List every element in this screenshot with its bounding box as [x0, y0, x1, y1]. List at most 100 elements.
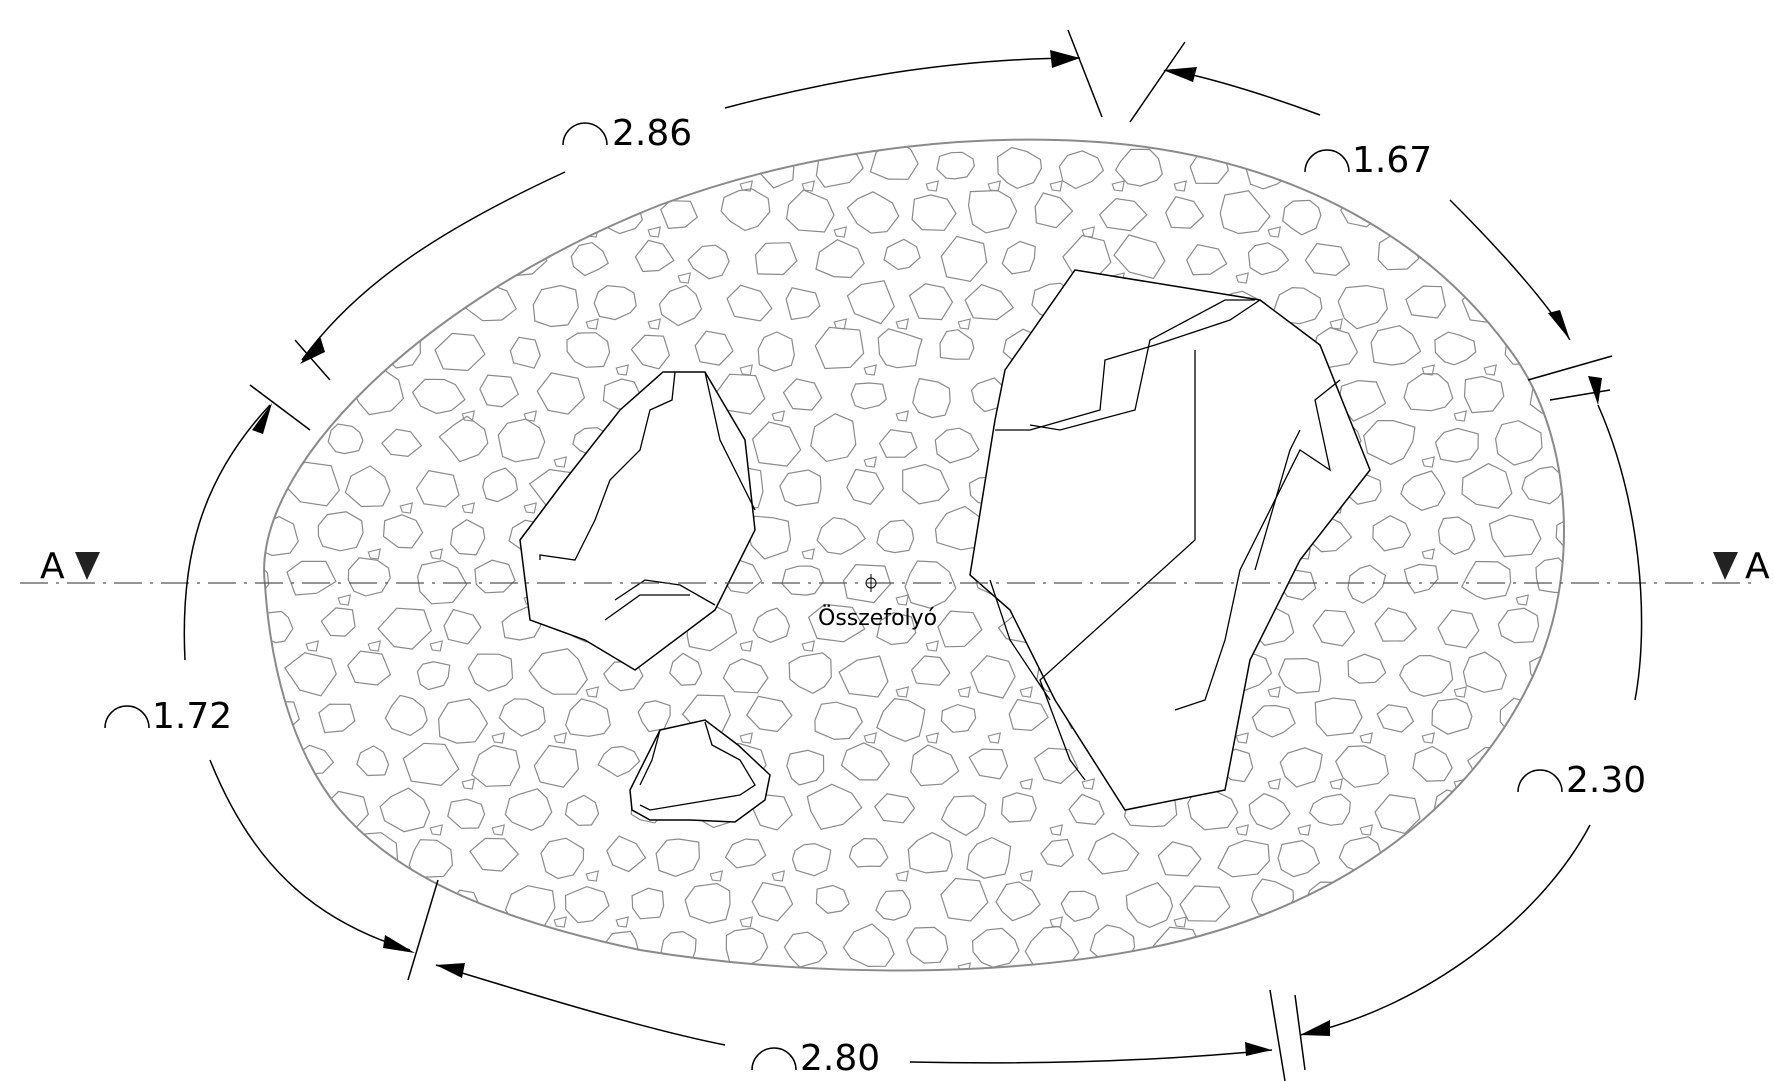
stone-chip — [925, 640, 939, 652]
stone-shape — [1404, 103, 1441, 131]
stone-chip — [491, 272, 505, 284]
stone-shape — [1374, 794, 1421, 835]
stone-shape — [509, 336, 541, 369]
stone-shape — [1028, 139, 1084, 141]
stone-shape — [402, 742, 460, 787]
stone-shape — [1279, 747, 1323, 788]
stone-shape — [693, 978, 733, 1016]
stone-chip — [895, 686, 909, 698]
stone-shape — [264, 515, 299, 557]
stone-shape — [1001, 240, 1036, 275]
stone-shape — [1561, 238, 1564, 284]
stone-chip — [367, 916, 381, 928]
stone-chip — [615, 916, 629, 928]
stone-shape — [470, 139, 518, 148]
dimension-label-top-right: 1.67 — [1304, 140, 1432, 181]
stone-shape — [380, 428, 423, 458]
stone-shape — [1376, 704, 1415, 733]
stone-chip — [1608, 733, 1620, 743]
stone-shape — [226, 102, 266, 136]
stone-shape — [1488, 144, 1537, 186]
stone-shape — [1374, 975, 1410, 1011]
stone-shape — [684, 882, 731, 924]
stone-chip — [863, 364, 877, 376]
stone-shape — [1437, 609, 1480, 649]
stone-chip — [1081, 226, 1095, 238]
stone-shape — [318, 703, 356, 734]
stone-shape — [1560, 425, 1564, 459]
stone-shape — [295, 285, 333, 318]
stone-shape — [288, 197, 333, 236]
stone-shape — [810, 413, 857, 463]
stone-shape — [482, 467, 519, 503]
stone-shape — [284, 461, 340, 507]
dimension-left — [183, 403, 439, 981]
stone-chip — [771, 410, 785, 422]
stone-chip — [1019, 778, 1033, 790]
stone-fill-pattern — [226, 102, 1620, 1016]
stone-shape — [1437, 516, 1476, 555]
stone-shape — [1403, 563, 1439, 594]
stone-chip — [429, 180, 443, 192]
stone-shape — [376, 240, 420, 280]
arc-length-symbol-icon — [1304, 149, 1350, 173]
stone-shape — [660, 930, 697, 969]
stone-shape — [1000, 792, 1037, 823]
stone-shape — [438, 415, 489, 463]
stone-shape — [816, 517, 867, 555]
stone-shape — [495, 144, 555, 185]
stone-chip — [585, 318, 599, 330]
stone-chip — [1359, 732, 1373, 744]
svg-text:A: A — [40, 546, 65, 587]
stone-shape — [846, 280, 895, 325]
stone-shape — [323, 333, 361, 365]
stone-chip — [1578, 503, 1590, 513]
stone-shape — [320, 607, 356, 637]
stone-shape — [998, 972, 1048, 1014]
stone-shape — [354, 287, 393, 319]
stone-shape — [1247, 242, 1290, 276]
stone-shape — [1474, 837, 1511, 871]
stone-shape — [266, 242, 300, 273]
stone-shape — [347, 185, 399, 233]
stone-shape — [1347, 564, 1387, 604]
stone-chip — [553, 180, 567, 192]
open-region-small — [629, 719, 771, 823]
stone-shape — [533, 744, 580, 788]
stone-shape — [1434, 241, 1475, 273]
stone-shape — [474, 559, 516, 594]
stone-shape — [1024, 925, 1080, 971]
stone-shape — [1165, 196, 1205, 229]
stone-shape — [1089, 924, 1136, 969]
stone-chip — [1608, 365, 1620, 375]
stone-shape — [751, 421, 802, 467]
stone-shape — [912, 377, 951, 419]
stone-shape — [1565, 699, 1602, 732]
stone-shape — [1279, 923, 1326, 968]
stone-shape — [631, 887, 665, 920]
stone-shape — [1217, 839, 1271, 878]
stone-shape — [1058, 150, 1105, 190]
stone-shape — [910, 655, 951, 686]
stone-chip — [585, 870, 599, 882]
stone-shape — [498, 698, 546, 737]
stone-chip — [1483, 364, 1497, 376]
stone-chip — [1453, 410, 1467, 422]
stone-chip — [647, 226, 661, 238]
stone-shape — [911, 194, 957, 231]
stone-shape — [908, 283, 954, 321]
stone-shape — [1431, 698, 1473, 735]
stone-shape — [940, 877, 989, 922]
center-label: Összefolyó — [818, 605, 937, 631]
stone-shape — [842, 563, 892, 604]
stone-chip — [1359, 824, 1373, 836]
stone-shape — [1304, 243, 1351, 277]
stone-shape — [264, 337, 291, 367]
stone-chip — [1578, 871, 1590, 881]
stone-shape — [1113, 234, 1166, 280]
stone-chip — [709, 870, 723, 882]
stone-shape — [655, 838, 701, 877]
stone-shape — [1475, 199, 1510, 230]
stone-chip — [491, 732, 505, 744]
dimension-top-right — [1129, 41, 1613, 401]
